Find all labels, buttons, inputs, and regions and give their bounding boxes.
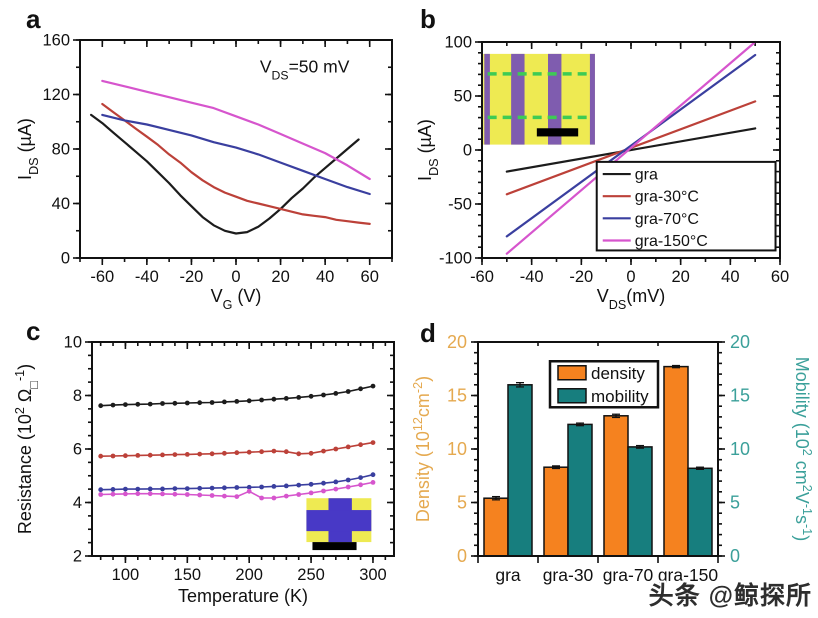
svg-text:20: 20 — [671, 268, 689, 286]
panel-d-chart: 0 0 5 5 10 10 15 15 20 20 gra gra-30 gra-70 gra-150 De… — [411, 332, 814, 585]
svg-text:mobility: mobility — [591, 387, 649, 406]
svg-text:40: 40 — [52, 195, 70, 213]
svg-text:-100: -100 — [439, 250, 472, 268]
svg-text:gra-70°C: gra-70°C — [635, 211, 699, 228]
svg-text:-20: -20 — [179, 268, 203, 286]
svg-text:40: 40 — [721, 268, 739, 286]
svg-text:gra: gra — [495, 565, 521, 585]
svg-text:gra-150: gra-150 — [658, 565, 719, 585]
svg-text:300: 300 — [359, 566, 387, 584]
panel-b-chart: -60 -40 -20 0 20 40 60 -100 -50 0 50 100 VDS(mV) IDS … — [415, 34, 789, 313]
svg-text:2: 2 — [73, 548, 82, 566]
x-axis-label: VDS(mV) — [597, 286, 666, 312]
svg-text:20: 20 — [447, 332, 467, 352]
panel-inset-stripes — [483, 53, 595, 145]
svg-text:-50: -50 — [448, 196, 472, 214]
svg-text:10: 10 — [447, 439, 467, 459]
svg-text:120: 120 — [42, 86, 70, 104]
legend: density mobility — [548, 360, 660, 409]
panel-inset-cross — [306, 498, 372, 551]
panel-c-label: c — [26, 316, 41, 346]
svg-text:0: 0 — [457, 546, 467, 566]
svg-text:6: 6 — [73, 441, 82, 459]
svg-text:0: 0 — [61, 250, 70, 268]
panel-c-chart: 100 150 200 250 300 2 4 6 8 10 Temperature (K) Resi… — [13, 334, 395, 606]
svg-text:20: 20 — [730, 332, 750, 352]
y-axis-label: Resistance (102 Ω□-1) — [13, 364, 41, 534]
x-axis-label: Temperature (K) — [178, 586, 308, 606]
panel-a-chart: -60 -40 -20 0 20 40 60 0 40 80 120 160 VG (V) IDS (µA… — [15, 32, 393, 312]
svg-text:gra-150°C: gra-150°C — [635, 233, 708, 250]
svg-text:-40: -40 — [520, 268, 544, 286]
svg-text:60: 60 — [771, 268, 789, 286]
series — [505, 40, 757, 255]
svg-text:20: 20 — [271, 268, 289, 286]
svg-text:80: 80 — [52, 141, 70, 159]
svg-text:-20: -20 — [569, 268, 593, 286]
svg-text:200: 200 — [235, 566, 263, 584]
svg-text:40: 40 — [316, 268, 334, 286]
svg-text:density: density — [591, 364, 645, 383]
svg-text:15: 15 — [447, 386, 467, 406]
svg-text:10: 10 — [64, 334, 82, 352]
y-axis-label-right: Mobility (102 cm2V-1s-1) — [792, 357, 814, 541]
axes: 0 0 5 5 10 10 15 15 20 20 gra gra-30 gra-70 gra-150 De… — [411, 332, 814, 585]
legend: gra gra-30°C gra-70°C gra-150°C — [595, 160, 777, 252]
svg-text:-60: -60 — [90, 268, 114, 286]
svg-text:0: 0 — [231, 268, 240, 286]
y-axis-label: IDS (µA) — [15, 118, 41, 180]
svg-text:60: 60 — [361, 268, 379, 286]
svg-text:50: 50 — [454, 88, 472, 106]
svg-text:gra-30: gra-30 — [543, 565, 594, 585]
bars — [483, 364, 713, 557]
panel-b-label: b — [420, 4, 436, 34]
panel-a-label: a — [26, 4, 41, 34]
svg-text:gra: gra — [635, 167, 658, 184]
panel-d-label: d — [420, 318, 436, 348]
svg-text:150: 150 — [174, 566, 202, 584]
svg-text:-60: -60 — [470, 268, 494, 286]
svg-text:-40: -40 — [135, 268, 159, 286]
axes: 100 150 200 250 300 2 4 6 8 10 Temperature (K) Resi… — [13, 334, 394, 606]
svg-text:100: 100 — [112, 566, 140, 584]
y-axis-label: IDS (µA) — [415, 119, 441, 181]
svg-text:160: 160 — [42, 32, 70, 50]
watermark: 头条 @鲸探所 — [648, 582, 812, 610]
svg-text:5: 5 — [457, 493, 467, 513]
axes: -60 -40 -20 0 20 40 60 -100 -50 0 50 100 VDS(mV) IDS … — [415, 34, 789, 313]
svg-text:5: 5 — [730, 493, 740, 513]
series — [90, 79, 371, 235]
svg-text:0: 0 — [730, 546, 740, 566]
series — [98, 383, 376, 501]
svg-text:0: 0 — [626, 268, 635, 286]
svg-text:gra-70: gra-70 — [603, 565, 654, 585]
svg-text:0: 0 — [463, 142, 472, 160]
svg-text:10: 10 — [730, 439, 750, 459]
svg-text:100: 100 — [444, 34, 472, 52]
svg-text:8: 8 — [73, 387, 82, 405]
y-axis-label-left: Density (1012cm-2) — [411, 376, 433, 522]
svg-text:250: 250 — [297, 566, 325, 584]
svg-text:4: 4 — [73, 494, 82, 512]
annotation: VDS=50 mV — [260, 57, 350, 83]
x-axis-label: VG (V) — [211, 286, 262, 312]
svg-text:gra-30°C: gra-30°C — [635, 189, 699, 206]
svg-text:15: 15 — [730, 386, 750, 406]
